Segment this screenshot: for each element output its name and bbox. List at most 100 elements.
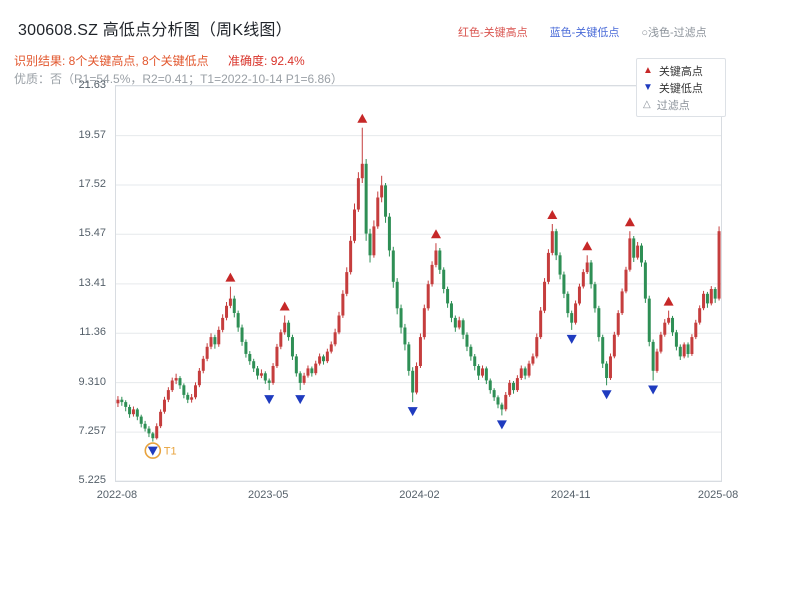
candle-body — [209, 337, 213, 347]
candle-body — [399, 308, 403, 328]
quality-line: 优质：否（R1=54.5%，R2=0.41；T1=2022-10-14 P1=6… — [14, 72, 343, 86]
candle-body — [384, 185, 388, 217]
candle-body — [442, 269, 446, 289]
y-axis-tick-label: 11.36 — [79, 326, 106, 339]
y-axis-tick-label: 19.57 — [78, 128, 106, 141]
key-high-marker — [663, 296, 674, 306]
candle-body — [372, 226, 376, 256]
candle-body — [197, 370, 201, 386]
candle-body — [248, 354, 252, 362]
candle-body — [488, 380, 492, 391]
candle-body — [473, 356, 477, 366]
candle-body — [585, 262, 589, 273]
candle-body — [554, 231, 558, 256]
candle-body — [263, 373, 267, 381]
candle-body — [531, 356, 535, 364]
candle-body — [686, 344, 690, 354]
candle-body — [566, 293, 570, 314]
candle-body — [500, 404, 504, 410]
candle-body — [508, 382, 512, 395]
candle-body — [605, 363, 609, 378]
candle-body — [612, 334, 616, 357]
key-low-marker — [648, 385, 659, 395]
candle-body — [453, 317, 457, 328]
candle-body — [574, 303, 578, 323]
y-axis-tick-label: 21.63 — [78, 79, 106, 91]
candle-body — [671, 317, 675, 333]
candle-body — [674, 332, 678, 347]
candle-body — [616, 313, 620, 335]
legend-item-label: 过滤点 — [656, 99, 690, 112]
candle-body — [124, 402, 128, 407]
candle-body — [624, 269, 628, 292]
candle-body — [678, 346, 682, 357]
candle-body — [155, 426, 159, 439]
candle-body — [484, 368, 488, 381]
candle-body — [329, 344, 333, 352]
candle-body — [306, 368, 310, 376]
candle-body — [705, 293, 709, 304]
t1-label: T1 — [164, 446, 177, 458]
candle-body — [558, 255, 562, 275]
candle-body — [143, 423, 147, 429]
candle-body — [341, 293, 345, 316]
header-legend: 红色-关键高点 蓝色-关键低点 ○浅色-过滤点 — [458, 24, 788, 40]
candle-body — [519, 368, 523, 378]
candle-body — [430, 264, 434, 285]
candle-body — [581, 272, 585, 287]
x-axis-tick-label: 2024-02 — [399, 489, 440, 501]
candle-body — [147, 428, 151, 434]
candle-body — [601, 337, 605, 364]
legend-item: ▲ 关键高点 — [643, 62, 719, 79]
header-legend-item: ○浅色-过滤点 — [641, 27, 707, 39]
candle-body — [131, 409, 135, 415]
candle-body — [403, 327, 407, 345]
candle-body — [702, 293, 706, 309]
candle-body — [170, 380, 174, 391]
candle-body — [446, 289, 450, 304]
legend-item-label: 关键低点 — [658, 82, 703, 95]
candle-body — [380, 185, 384, 198]
candle-body — [244, 341, 248, 354]
key-low-marker — [147, 446, 158, 456]
candle-body — [279, 332, 283, 347]
key-low-marker — [407, 407, 418, 417]
candle-body — [523, 368, 527, 376]
candle-body — [298, 373, 302, 383]
candle-body — [422, 308, 426, 338]
candle-body — [694, 322, 698, 338]
candle-body — [667, 317, 671, 323]
down-triangle-icon: ▼ — [643, 81, 653, 93]
candle-body — [120, 399, 124, 403]
candle-body — [465, 334, 469, 347]
candle-body — [496, 397, 500, 405]
candle-body — [457, 320, 461, 328]
y-axis-tick-label: 9.310 — [78, 375, 106, 388]
candle-body — [178, 378, 182, 386]
candle-body — [539, 310, 543, 338]
recognition-accuracy: 准确度: 92.4% — [228, 54, 305, 68]
candle-body — [321, 356, 325, 362]
candle-body — [527, 363, 531, 376]
candle-body — [717, 231, 721, 299]
candle-body — [682, 344, 686, 357]
outline-triangle-icon: △ — [643, 98, 651, 110]
key-low-marker — [295, 395, 306, 405]
candle-body — [159, 411, 163, 427]
candle-body — [449, 303, 453, 318]
candle-body — [512, 382, 516, 391]
candle-body — [275, 346, 279, 367]
candle-body — [205, 346, 209, 359]
candle-body — [139, 416, 143, 424]
candle-body — [135, 409, 139, 417]
candle-body — [356, 178, 360, 210]
header-legend-item: 蓝色-关键低点 — [549, 27, 620, 39]
candle-body — [387, 216, 391, 251]
recognition-result-text: 识别结果: 8个关键高点, 8个关键低点 — [14, 54, 209, 68]
candle-body — [434, 250, 438, 265]
candle-body — [395, 281, 399, 309]
candle-body — [593, 284, 597, 309]
candle-body — [550, 231, 554, 253]
candle-body — [589, 262, 593, 285]
candle-body — [256, 368, 260, 376]
